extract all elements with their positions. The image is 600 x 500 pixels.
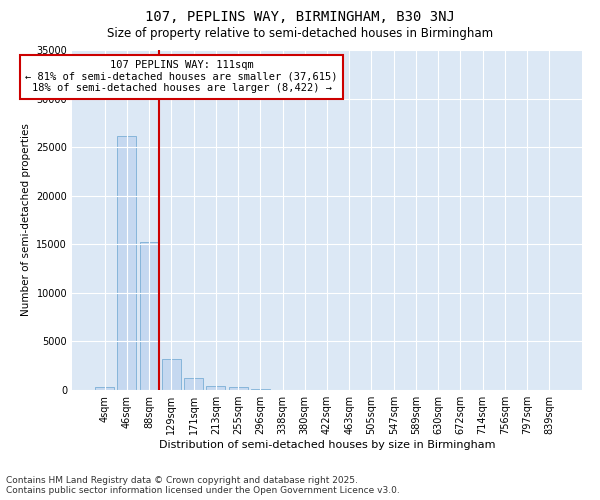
Y-axis label: Number of semi-detached properties: Number of semi-detached properties [21, 124, 31, 316]
Bar [184, 378, 203, 390]
Bar [251, 389, 270, 390]
Text: 107, PEPLINS WAY, BIRMINGHAM, B30 3NJ: 107, PEPLINS WAY, BIRMINGHAM, B30 3NJ [145, 10, 455, 24]
X-axis label: Distribution of semi-detached houses by size in Birmingham: Distribution of semi-detached houses by … [159, 440, 495, 450]
Text: Size of property relative to semi-detached houses in Birmingham: Size of property relative to semi-detach… [107, 28, 493, 40]
Bar [140, 242, 158, 390]
Bar [95, 386, 114, 390]
Bar [162, 359, 181, 390]
Bar [229, 387, 248, 390]
Bar [118, 136, 136, 390]
Text: Contains HM Land Registry data © Crown copyright and database right 2025.
Contai: Contains HM Land Registry data © Crown c… [6, 476, 400, 495]
Text: 107 PEPLINS WAY: 111sqm
← 81% of semi-detached houses are smaller (37,615)
18% o: 107 PEPLINS WAY: 111sqm ← 81% of semi-de… [25, 60, 338, 94]
Bar [206, 386, 225, 390]
